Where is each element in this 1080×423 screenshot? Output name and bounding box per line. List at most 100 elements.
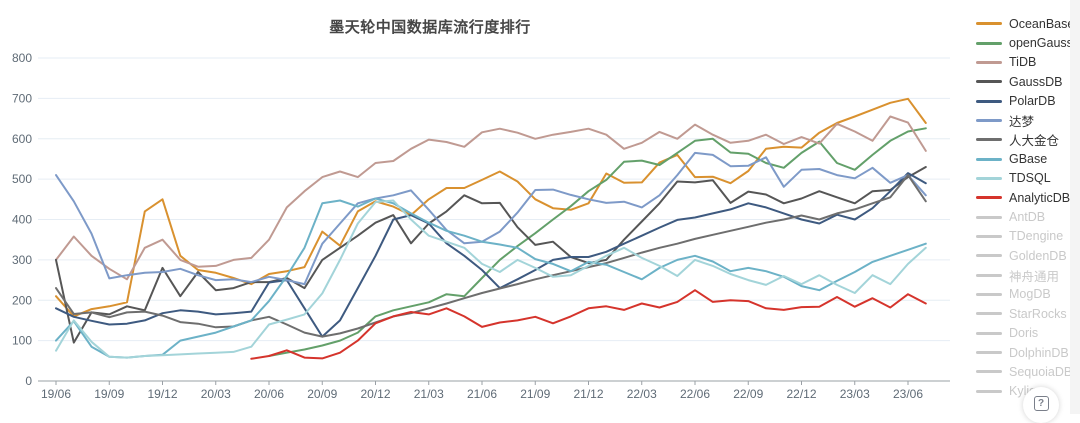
legend-swatch-达梦	[976, 118, 1002, 122]
x-axis-label-21/09: 21/09	[520, 387, 550, 401]
x-axis-label-20/09: 20/09	[307, 387, 337, 401]
legend-item-TDengine[interactable]: TDengine	[976, 227, 1080, 246]
series-line-GaussDB	[55, 166, 927, 344]
legend-swatch-GaussDB	[976, 80, 1002, 84]
legend-label: GaussDB	[1009, 74, 1063, 89]
legend-label: StarRocks	[1009, 306, 1067, 321]
series-line-TiDB	[55, 115, 927, 281]
legend-label: GoldenDB	[1009, 248, 1067, 263]
x-axis-label-21/06: 21/06	[467, 387, 497, 401]
legend-label: TiDB	[1009, 55, 1037, 70]
y-axis-label-200: 200	[12, 293, 32, 307]
legend-swatch-人大金仓	[976, 138, 1002, 142]
legend-label: OceanBase	[1009, 16, 1075, 31]
legend-swatch-OceanBase	[976, 22, 1002, 26]
x-axis-label-22/09: 22/09	[733, 387, 763, 401]
x-axis-label-21/12: 21/12	[573, 387, 603, 401]
chart-legend: OceanBase openGauss TiDB GaussDB PolarDB 达梦人大…	[976, 14, 1080, 401]
x-axis-label-22/06: 22/06	[680, 387, 710, 401]
legend-item-人大金仓[interactable]: 人大金仓	[976, 130, 1080, 149]
legend-label: SequoiaDB	[1009, 364, 1073, 379]
legend-swatch-TDSQL	[976, 176, 1002, 180]
legend-label: 达梦	[1009, 114, 1035, 129]
legend-item-达梦[interactable]: 达梦	[976, 111, 1080, 130]
y-axis-label-0: 0	[25, 374, 32, 388]
x-axis-label-20/12: 20/12	[360, 387, 390, 401]
series-line-达梦	[55, 151, 927, 286]
line-chart-plot-area: 0 100 200 300 400 500 600 700 800 19/06 19/09 19/12…	[12, 51, 950, 401]
legend-label: MogDB	[1009, 287, 1051, 302]
legend-item-DolphinDB[interactable]: DolphinDB	[976, 343, 1080, 362]
legend-swatch-PolarDB	[976, 99, 1002, 103]
help-icon: ?	[1033, 396, 1049, 411]
x-axis-label-20/06: 20/06	[254, 387, 284, 401]
legend-item-SequoiaDB[interactable]: SequoiaDB	[976, 362, 1080, 381]
series-line-GBase	[55, 197, 927, 359]
legend-swatch-SequoiaDB	[976, 370, 1002, 374]
x-axis-label-19/09: 19/09	[94, 387, 124, 401]
series-line-TDSQL	[55, 199, 927, 359]
legend-item-神舟通用[interactable]: 神舟通用	[976, 265, 1080, 284]
x-axis-label-19/12: 19/12	[147, 387, 177, 401]
legend-swatch-TiDB	[976, 60, 1002, 64]
legend-item-TDSQL[interactable]: TDSQL	[976, 169, 1080, 188]
legend-item-AntDB[interactable]: AntDB	[976, 207, 1080, 226]
y-axis-label-400: 400	[12, 213, 32, 227]
legend-label: GBase	[1009, 152, 1048, 167]
legend-item-PolarDB[interactable]: PolarDB	[976, 91, 1080, 110]
legend-label: Doris	[1009, 326, 1039, 341]
x-axis-label-21/03: 21/03	[414, 387, 444, 401]
legend-swatch-神舟通用	[976, 273, 1002, 277]
legend-label: TDengine	[1009, 229, 1064, 244]
legend-label: 神舟通用	[1009, 269, 1060, 284]
page-right-strip	[1070, 0, 1080, 414]
legend-label: DolphinDB	[1009, 345, 1069, 360]
legend-swatch-GoldenDB	[976, 254, 1002, 258]
legend-item-GoldenDB[interactable]: GoldenDB	[976, 246, 1080, 265]
legend-swatch-openGauss	[976, 41, 1002, 45]
legend-swatch-TDengine	[976, 234, 1002, 238]
legend-item-GaussDB[interactable]: GaussDB	[976, 72, 1080, 91]
y-axis-label-500: 500	[12, 172, 32, 186]
legend-item-StarRocks[interactable]: StarRocks	[976, 304, 1080, 323]
y-axis-label-700: 700	[12, 91, 32, 105]
series-line-AnalyticDB	[250, 289, 927, 360]
legend-label: AntDB	[1009, 210, 1046, 225]
legend-item-GBase[interactable]: GBase	[976, 149, 1080, 168]
legend-item-MogDB[interactable]: MogDB	[976, 285, 1080, 304]
y-axis-label-100: 100	[12, 334, 32, 348]
legend-label: openGauss	[1009, 36, 1073, 51]
legend-item-TiDB[interactable]: TiDB	[976, 53, 1080, 72]
x-axis-label-23/03: 23/03	[840, 387, 870, 401]
series-line-OceanBase	[55, 97, 927, 318]
legend-label: PolarDB	[1009, 94, 1056, 109]
legend-swatch-Kylig	[976, 389, 1002, 393]
series-line-人大金仓	[55, 174, 927, 338]
legend-swatch-AnalyticDB	[976, 196, 1002, 200]
legend-item-openGauss[interactable]: openGauss	[976, 33, 1080, 52]
x-axis-label-20/03: 20/03	[201, 387, 231, 401]
legend-swatch-MogDB	[976, 292, 1002, 296]
y-axis-label-600: 600	[12, 132, 32, 146]
legend-label: TDSQL	[1009, 171, 1051, 186]
x-axis-label-22/12: 22/12	[786, 387, 816, 401]
legend-item-Doris[interactable]: Doris	[976, 324, 1080, 343]
help-button[interactable]: ?	[1023, 387, 1059, 423]
y-axis-label-800: 800	[12, 51, 32, 65]
legend-label: AnalyticDB	[1009, 190, 1071, 205]
legend-swatch-GBase	[976, 157, 1002, 161]
legend-swatch-Doris	[976, 331, 1002, 335]
series-line-openGauss	[268, 127, 927, 357]
legend-label: 人大金仓	[1009, 134, 1060, 149]
chart-title: 墨天轮中国数据库流行度排行	[329, 19, 531, 36]
y-axis-label-300: 300	[12, 253, 32, 267]
x-axis-label-22/03: 22/03	[627, 387, 657, 401]
x-axis-label-23/06: 23/06	[893, 387, 923, 401]
legend-item-OceanBase[interactable]: OceanBase	[976, 14, 1080, 33]
series-line-PolarDB	[55, 172, 927, 338]
legend-swatch-DolphinDB	[976, 351, 1002, 355]
x-axis-label-19/06: 19/06	[41, 387, 71, 401]
legend-swatch-AntDB	[976, 215, 1002, 219]
legend-item-AnalyticDB[interactable]: AnalyticDB	[976, 188, 1080, 207]
legend-swatch-StarRocks	[976, 312, 1002, 316]
